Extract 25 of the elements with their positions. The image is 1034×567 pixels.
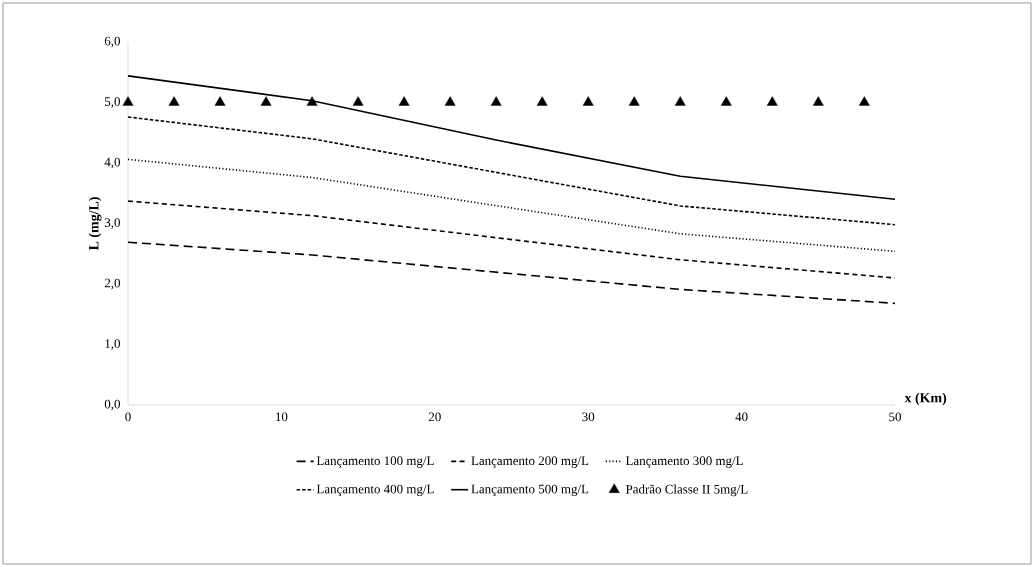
- line-series: [127, 158, 896, 253]
- legend-label: Lançamento 500 mg/L: [471, 484, 589, 497]
- y-tick-label: 1,0: [105, 339, 120, 350]
- legend-label: Lançamento 100 mg/L: [316, 456, 434, 468]
- y-tick-label: 4,0: [104, 157, 120, 169]
- y-tick-label: 3,0: [104, 218, 120, 229]
- legend-label: Lançamento 400 mg/L: [316, 484, 434, 497]
- x-tick-label: 30: [582, 412, 595, 422]
- y-tick-label: 2,0: [104, 278, 120, 290]
- y-axis-title: L (mg/L): [88, 197, 102, 251]
- y-tick-label: 0,0: [104, 399, 120, 411]
- legend-label: Padrão Classe II 5mg/L: [625, 484, 748, 497]
- line-series: [127, 75, 896, 201]
- x-axis-title: x (Km): [904, 392, 947, 406]
- x-tick-label: 10: [276, 412, 288, 422]
- y-tick-label: 6,0: [104, 36, 120, 48]
- x-tick-label: 20: [428, 412, 441, 422]
- x-tick-label: 0: [125, 412, 131, 422]
- line-series: [127, 116, 896, 226]
- x-tick-label: 40: [735, 412, 748, 422]
- x-tick-label: 50: [889, 412, 901, 422]
- y-tick-label: 5,0: [105, 97, 120, 108]
- line-series: [127, 241, 896, 305]
- legend-label: Lançamento 300 mg/L: [625, 456, 743, 468]
- legend-label: Lançamento 200 mg/L: [471, 456, 589, 468]
